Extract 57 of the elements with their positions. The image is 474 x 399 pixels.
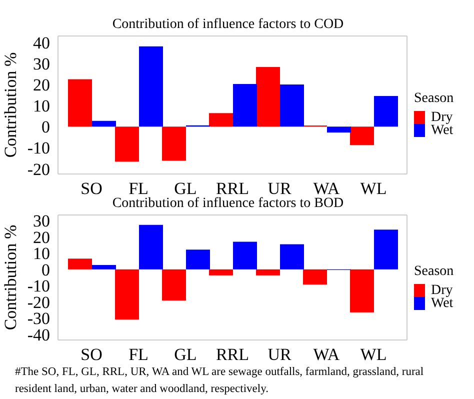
x-tick-label: SO	[80, 179, 102, 198]
y-axis-title: Contribution %	[1, 52, 20, 158]
bar	[139, 46, 163, 127]
bar	[350, 269, 374, 312]
chart-title: Contribution of influence factors to BOD	[112, 196, 344, 211]
bar	[162, 269, 186, 301]
legend-title: Season	[414, 264, 455, 278]
bar	[115, 269, 139, 320]
legend-label: Dry	[431, 282, 453, 298]
y-tick-label: 20	[33, 75, 50, 94]
bar	[68, 258, 92, 270]
x-tick-label: FL	[128, 179, 148, 198]
bar	[233, 84, 257, 127]
bar	[209, 113, 233, 127]
bar	[303, 269, 327, 284]
legend-label: Wet	[431, 296, 454, 310]
x-tick-label: UR	[268, 179, 292, 198]
text: #The SO, FL, GL, RRL, UR, WA and WL are sewage outfalls, farmland, grassland, rural resident land, urban, water and woodland, respectively.	[15, 366, 424, 395]
bar	[68, 79, 92, 127]
bar	[92, 265, 116, 270]
legend-title: Season	[414, 91, 455, 106]
y-tick-label: 0	[42, 118, 50, 137]
x-tick-label: WA	[313, 179, 340, 198]
legend-label: Dry	[431, 110, 453, 125]
y-tick-label: 40	[33, 33, 50, 52]
x-tick-label: RRL	[216, 345, 250, 364]
y-tick-label: 10	[33, 96, 50, 116]
chart-title: Contribution of influence factors to COD	[111, 17, 345, 33]
x-tick-label: WL	[360, 345, 387, 364]
bar	[280, 244, 304, 270]
bar	[139, 224, 163, 270]
y-axis-title: Contribution %	[1, 224, 20, 330]
x-tick-label: SO	[80, 345, 102, 364]
y-tick-label: -10	[27, 138, 50, 158]
bar	[162, 126, 186, 161]
x-tick-label: WL	[360, 179, 387, 198]
y-tick-label: -20	[27, 160, 50, 179]
x-tick-label: GL	[174, 179, 197, 198]
x-tick-label: RRL	[216, 179, 250, 198]
x-tick-label: WA	[313, 345, 340, 364]
bar	[92, 120, 116, 127]
x-tick-label: GL	[174, 345, 197, 364]
bar	[280, 84, 304, 127]
bar	[209, 269, 233, 276]
bar	[256, 66, 280, 127]
bar	[115, 126, 139, 162]
x-tick-label: UR	[268, 345, 292, 364]
legend-label: Wet	[431, 123, 454, 138]
bar	[327, 126, 351, 132]
bar	[256, 269, 280, 276]
bar	[186, 250, 210, 270]
bar	[374, 230, 398, 270]
bar	[350, 126, 374, 146]
y-tick-label: 30	[33, 54, 50, 74]
bar	[374, 96, 398, 127]
bar	[233, 242, 257, 270]
x-tick-label: FL	[128, 345, 148, 364]
